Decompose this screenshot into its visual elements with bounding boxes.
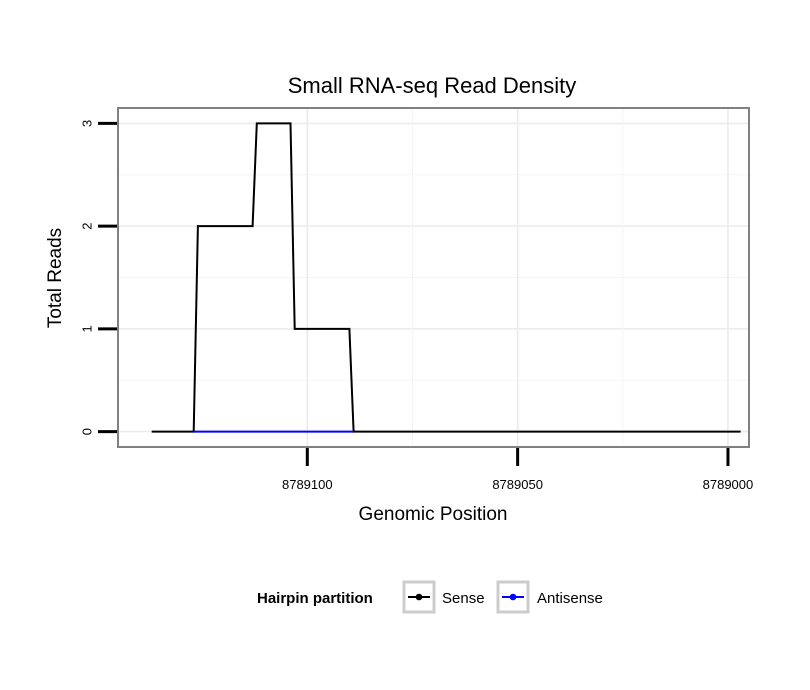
legend-item-antisense: Antisense xyxy=(496,580,603,614)
legend-marker-sense xyxy=(415,593,423,601)
x-tick-label-2: 8789000 xyxy=(703,477,754,492)
legend: Hairpin partition Sense Antisense xyxy=(257,580,603,614)
y-tick-label-0: 0 xyxy=(79,428,94,435)
x-axis: 8789100 8789050 8789000 xyxy=(282,448,753,492)
legend-label-antisense: Antisense xyxy=(537,590,603,607)
x-tick-label-1: 8789050 xyxy=(492,477,543,492)
y-tick-label-3: 3 xyxy=(79,120,94,127)
plot-area xyxy=(117,107,750,448)
legend-item-sense: Sense xyxy=(402,580,485,614)
y-axis: 0 1 2 3 xyxy=(79,120,117,435)
series-layer xyxy=(151,122,741,433)
legend-label-sense: Sense xyxy=(442,590,485,607)
y-tick-label-1: 1 xyxy=(79,325,94,332)
x-tick-label-0: 8789100 xyxy=(282,477,333,492)
legend-title: Hairpin partition xyxy=(257,590,373,607)
y-axis-title: Total Reads xyxy=(45,228,66,328)
chart-title: Small RNA-seq Read Density xyxy=(288,73,577,98)
legend-marker-antisense xyxy=(509,593,517,601)
y-tick-label-2: 2 xyxy=(79,223,94,230)
series-line-sense xyxy=(151,122,741,433)
x-axis-title: Genomic Position xyxy=(359,504,508,525)
plot-border xyxy=(117,107,750,448)
grid xyxy=(118,108,749,447)
